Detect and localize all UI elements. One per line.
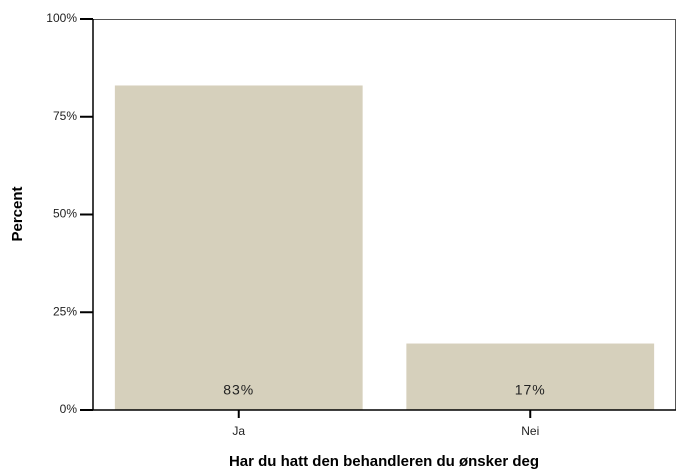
y-axis-title: Percent [9, 186, 26, 241]
x-tick-label: Ja [232, 424, 245, 438]
x-tick-label: Nei [521, 424, 539, 438]
y-tick-label: 0% [60, 402, 78, 416]
y-tick-label: 100% [46, 11, 77, 25]
bar [114, 85, 363, 410]
bar [406, 343, 655, 410]
y-tick-label: 50% [53, 207, 77, 221]
value-label: 83% [223, 382, 254, 398]
y-tick-label: 25% [53, 304, 77, 318]
value-label: 17% [515, 382, 546, 398]
x-axis-title: Har du hatt den behandleren du ønsker de… [229, 453, 539, 470]
y-tick-label: 75% [53, 109, 77, 123]
